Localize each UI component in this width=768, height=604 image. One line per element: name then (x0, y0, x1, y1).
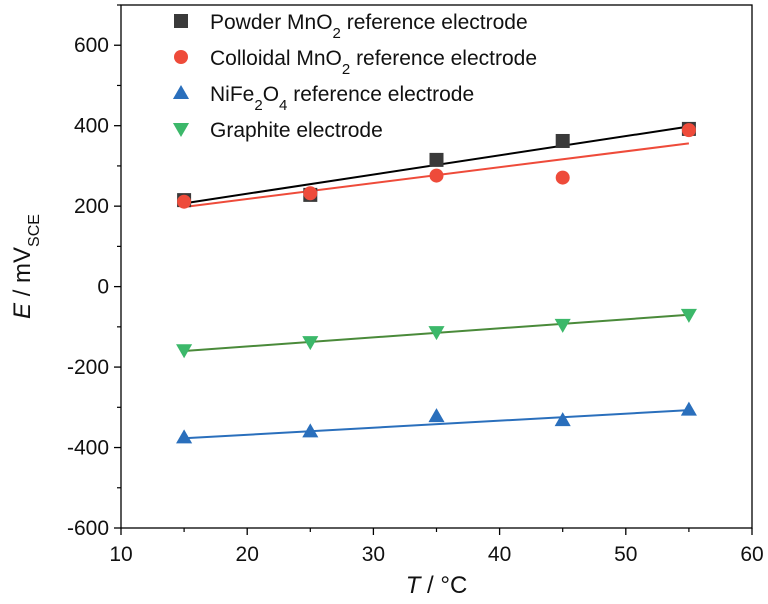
legend-entry: Colloidal MnO2 reference electrode (174, 47, 537, 78)
data-point-series-0 (555, 133, 570, 148)
legend-entry: NiFe2O4 reference electrode (172, 83, 474, 114)
data-points (176, 121, 697, 444)
axis-titles: T / °C E / mVSCE (9, 214, 467, 599)
y-tick-label: 200 (74, 195, 109, 218)
legend-label: Powder MnO2 reference electrode (210, 11, 528, 42)
data-point-series-0 (429, 152, 444, 167)
y-tick-label: -200 (67, 356, 109, 379)
x-tick-label: 40 (488, 543, 511, 566)
x-tick-label: 30 (362, 543, 385, 566)
data-point-series-1 (681, 123, 696, 138)
data-point-series-2 (554, 412, 571, 427)
legend-marker-series-3 (172, 123, 190, 138)
data-point-series-3 (428, 326, 445, 341)
data-point-series-1 (555, 170, 570, 185)
data-point-series-1 (303, 186, 318, 201)
legend-entry: Graphite electrode (172, 119, 383, 142)
y-tick-label: 400 (74, 115, 109, 138)
legend: Powder MnO2 reference electrode Colloidal… (172, 11, 537, 142)
data-point-series-3 (302, 336, 319, 351)
legend-entry: Powder MnO2 reference electrode (174, 11, 528, 42)
legend-marker-series-1 (174, 50, 188, 64)
legend-label: Colloidal MnO2 reference electrode (210, 47, 537, 78)
x-tick-label: 50 (614, 543, 637, 566)
data-point-series-2 (302, 423, 319, 438)
data-point-series-2 (428, 408, 445, 423)
x-tick-label: 20 (236, 543, 259, 566)
data-point-series-3 (554, 318, 571, 333)
y-axis-title: E / mVSCE (9, 214, 43, 319)
y-tick-label: -400 (67, 437, 109, 460)
y-tick-label: 600 (74, 34, 109, 57)
x-axis-title: T / °C (406, 572, 468, 599)
fit-line-series-2 (184, 409, 689, 440)
data-point-series-2 (176, 429, 193, 444)
y-tick-label: 0 (97, 276, 109, 299)
data-point-series-1 (429, 168, 444, 183)
x-tick-label: 10 (109, 543, 132, 566)
y-tick-label: -600 (67, 517, 109, 540)
data-point-series-1 (177, 194, 192, 209)
axes: 10 20 30 40 50 60 -600 -400 -200 0 200 400 600 (67, 4, 764, 566)
legend-label: Graphite electrode (210, 119, 383, 142)
legend-label: NiFe2O4 reference electrode (210, 83, 474, 114)
data-point-series-3 (176, 344, 193, 359)
data-point-series-3 (680, 308, 697, 323)
x-tick-label: 60 (740, 543, 763, 566)
data-point-series-2 (680, 401, 697, 416)
legend-marker-series-2 (172, 84, 190, 99)
legend-marker-series-0 (174, 14, 188, 28)
